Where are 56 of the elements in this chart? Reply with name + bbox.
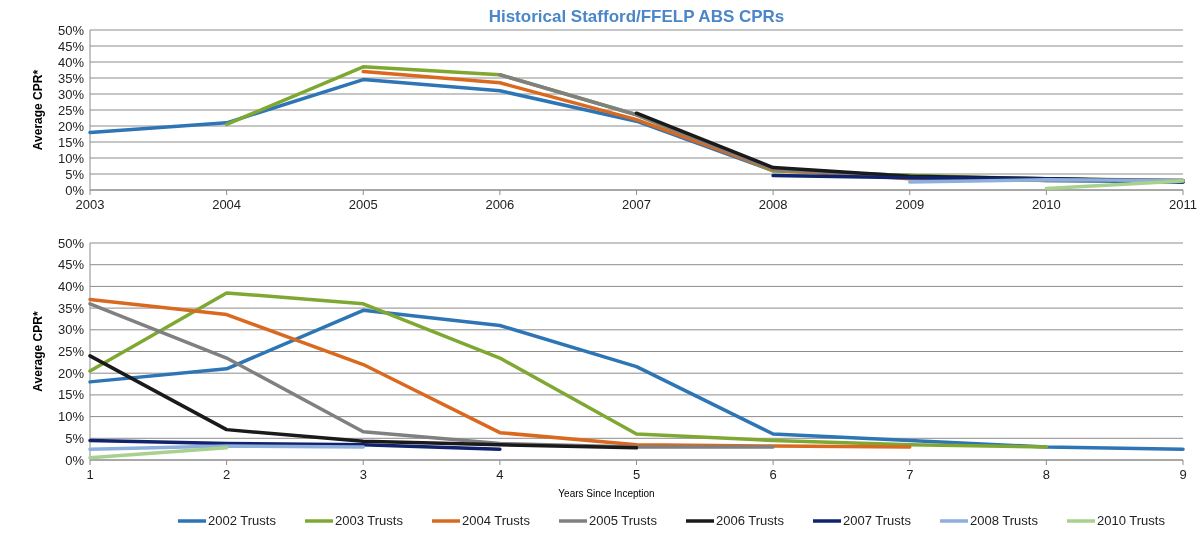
legend-label: 2002 Trusts [208, 513, 277, 528]
y-axis-title: Average CPR* [31, 69, 45, 151]
y-tick-label: 25% [57, 102, 85, 118]
y-tick-label: 25% [57, 344, 85, 359]
x-tick-label: 2005 [348, 197, 378, 212]
y-tick-label: 50% [57, 22, 85, 38]
x-tick-label: 2004 [212, 197, 242, 212]
y-tick-label: 0% [65, 182, 85, 198]
y-tick-label: 15% [57, 134, 85, 150]
legend-label: 2006 Trusts [716, 513, 785, 528]
legend-label: 2005 Trusts [589, 513, 658, 528]
x-tick-label: 2 [223, 467, 231, 482]
legend-label: 2007 Trusts [843, 513, 912, 528]
y-tick-label: 15% [57, 387, 85, 403]
x-tick-label: 3 [359, 467, 367, 482]
y-tick-label: 10% [57, 409, 85, 425]
legend-label: 2003 Trusts [335, 513, 404, 528]
x-axis-title: Years Since Inception [558, 488, 655, 499]
x-tick-label: 2006 [485, 197, 515, 212]
chart-title: Historical Stafford/FFELP ABS CPRs [488, 7, 785, 26]
x-tick-label: 8 [1042, 467, 1050, 482]
y-tick-label: 30% [57, 322, 85, 338]
y-tick-label: 45% [57, 38, 85, 54]
y-axis-title: Average CPR* [31, 311, 45, 392]
y-tick-label: 35% [57, 300, 85, 316]
y-tick-label: 20% [57, 118, 85, 134]
y-tick-label: 10% [57, 150, 85, 166]
y-tick-label: 40% [57, 278, 85, 294]
line-series [88, 308, 1185, 451]
x-tick-label: 2003 [75, 197, 105, 212]
x-tick-label: 9 [1179, 467, 1187, 482]
legend-label: 2010 Trusts [1097, 513, 1166, 528]
line-series [88, 438, 502, 451]
y-tick-label: 30% [57, 86, 85, 102]
legend-label: 2004 Trusts [462, 513, 531, 528]
y-tick-label: 20% [57, 365, 85, 381]
y-tick-label: 0% [65, 452, 85, 468]
y-tick-label: 35% [57, 70, 85, 86]
y-tick-label: 45% [57, 257, 85, 273]
x-tick-label: 4 [496, 467, 504, 482]
y-tick-label: 5% [65, 430, 85, 446]
x-tick-label: 2008 [758, 197, 788, 212]
x-tick-label: 2007 [622, 197, 651, 212]
line-series [88, 354, 639, 450]
y-tick-label: 5% [65, 166, 85, 182]
x-tick-label: 2011 [1169, 197, 1197, 212]
x-tick-label: 7 [906, 467, 914, 482]
line-series [88, 291, 1049, 449]
x-tick-label: 5 [632, 467, 641, 482]
legend-label: 2008 Trusts [970, 513, 1039, 528]
x-tick-label: 2010 [1031, 197, 1061, 212]
x-tick-label: 1 [86, 467, 94, 482]
y-tick-label: 40% [57, 54, 85, 70]
x-tick-label: 6 [769, 467, 777, 482]
x-tick-label: 2009 [895, 197, 925, 212]
y-tick-label: 50% [57, 235, 85, 251]
